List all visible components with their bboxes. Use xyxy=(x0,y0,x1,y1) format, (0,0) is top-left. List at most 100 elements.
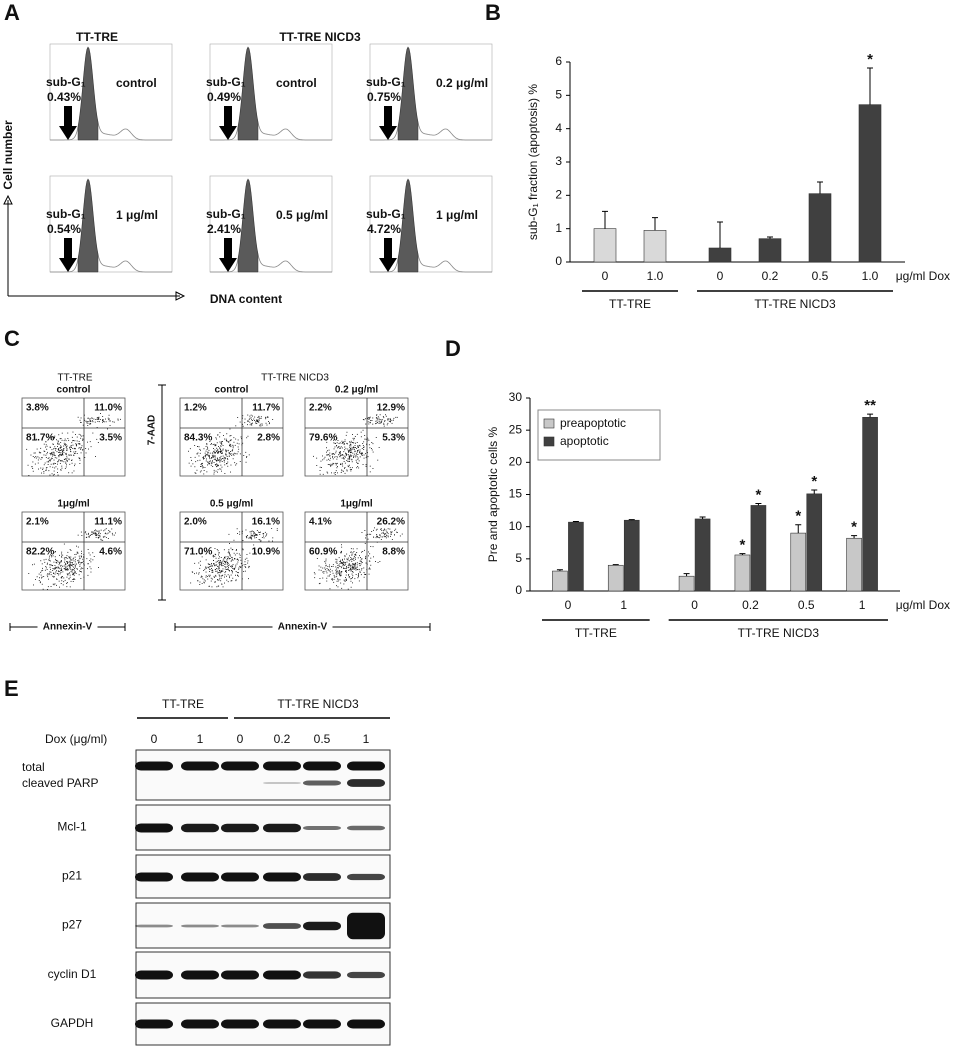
dot xyxy=(340,463,341,465)
dot xyxy=(351,469,352,470)
dot xyxy=(215,571,217,572)
dot xyxy=(42,588,44,590)
lane-label: 0.5 xyxy=(314,732,331,746)
dot xyxy=(259,423,261,425)
unit-label: μg/ml Dox xyxy=(896,269,950,283)
dot xyxy=(40,560,42,562)
dot xyxy=(353,457,354,458)
dot xyxy=(327,569,329,571)
dot xyxy=(235,566,237,568)
dot xyxy=(72,431,74,433)
dot xyxy=(213,560,214,561)
dot xyxy=(199,452,201,454)
dot xyxy=(200,564,201,566)
dot xyxy=(232,567,233,569)
dot xyxy=(350,551,352,553)
dot xyxy=(215,561,217,563)
dot xyxy=(228,558,230,560)
dot xyxy=(213,575,215,577)
dot xyxy=(219,436,221,438)
histogram-frame xyxy=(369,175,493,273)
dot xyxy=(348,450,350,452)
histogram-frame xyxy=(209,175,333,273)
dot xyxy=(221,470,222,472)
dot xyxy=(46,445,48,447)
dot xyxy=(352,447,354,449)
dot xyxy=(50,458,52,460)
dot xyxy=(52,474,54,476)
dot xyxy=(48,573,50,575)
dot xyxy=(227,562,228,564)
dot xyxy=(54,467,56,469)
dot xyxy=(327,569,329,570)
dot xyxy=(348,564,350,565)
dot xyxy=(336,570,338,572)
dot xyxy=(75,451,77,452)
lane-label: 1 xyxy=(197,732,204,746)
quadrant-percent: 2.2% xyxy=(309,403,332,414)
dot xyxy=(63,581,65,583)
dot xyxy=(339,575,341,577)
dot xyxy=(260,541,262,542)
dot xyxy=(261,424,263,426)
dot xyxy=(58,561,60,563)
dot xyxy=(363,572,365,573)
dot xyxy=(340,454,342,456)
dot xyxy=(96,427,98,428)
error-bar xyxy=(612,564,619,566)
dot xyxy=(188,450,189,452)
dot xyxy=(343,561,345,563)
dot xyxy=(232,447,234,449)
dot xyxy=(48,578,49,580)
dot xyxy=(329,459,331,461)
dot xyxy=(372,451,374,453)
x-tick-label: 0.5 xyxy=(812,269,829,283)
dot xyxy=(326,580,328,582)
quadrant-percent: 79.6% xyxy=(309,433,337,444)
dot xyxy=(58,571,60,572)
bar xyxy=(552,570,568,592)
unit-label: μg/ml Dox xyxy=(896,598,950,612)
dot xyxy=(103,421,105,423)
dot xyxy=(69,586,71,588)
dot xyxy=(61,553,62,555)
dot xyxy=(73,564,74,565)
dot xyxy=(216,465,218,467)
dot xyxy=(244,558,246,560)
dot xyxy=(239,554,241,556)
dot xyxy=(223,549,225,551)
dot xyxy=(376,414,378,416)
dot xyxy=(57,560,59,562)
dot xyxy=(49,474,51,476)
dot xyxy=(386,424,388,426)
dot xyxy=(217,448,219,450)
dot xyxy=(45,441,47,443)
dot xyxy=(350,564,352,566)
dot xyxy=(233,552,235,554)
dot xyxy=(269,422,270,424)
dot xyxy=(211,551,212,553)
dot xyxy=(327,464,329,465)
dot xyxy=(249,531,251,533)
dot xyxy=(343,451,345,453)
dot xyxy=(354,557,356,559)
dot xyxy=(344,562,346,563)
dot xyxy=(220,561,222,563)
dot xyxy=(344,467,346,468)
dot xyxy=(350,450,352,451)
x-tick-label: 1 xyxy=(620,598,627,612)
dot xyxy=(229,428,231,430)
dot xyxy=(111,532,113,534)
dot xyxy=(73,572,75,574)
dot xyxy=(213,462,215,463)
dot xyxy=(384,533,385,535)
dot xyxy=(233,454,235,456)
dot xyxy=(105,532,106,534)
dot xyxy=(346,470,348,472)
dot xyxy=(63,445,65,447)
dot xyxy=(320,566,322,568)
dot xyxy=(204,452,206,454)
dot xyxy=(211,586,213,588)
dot xyxy=(252,534,254,536)
dot xyxy=(201,576,203,578)
